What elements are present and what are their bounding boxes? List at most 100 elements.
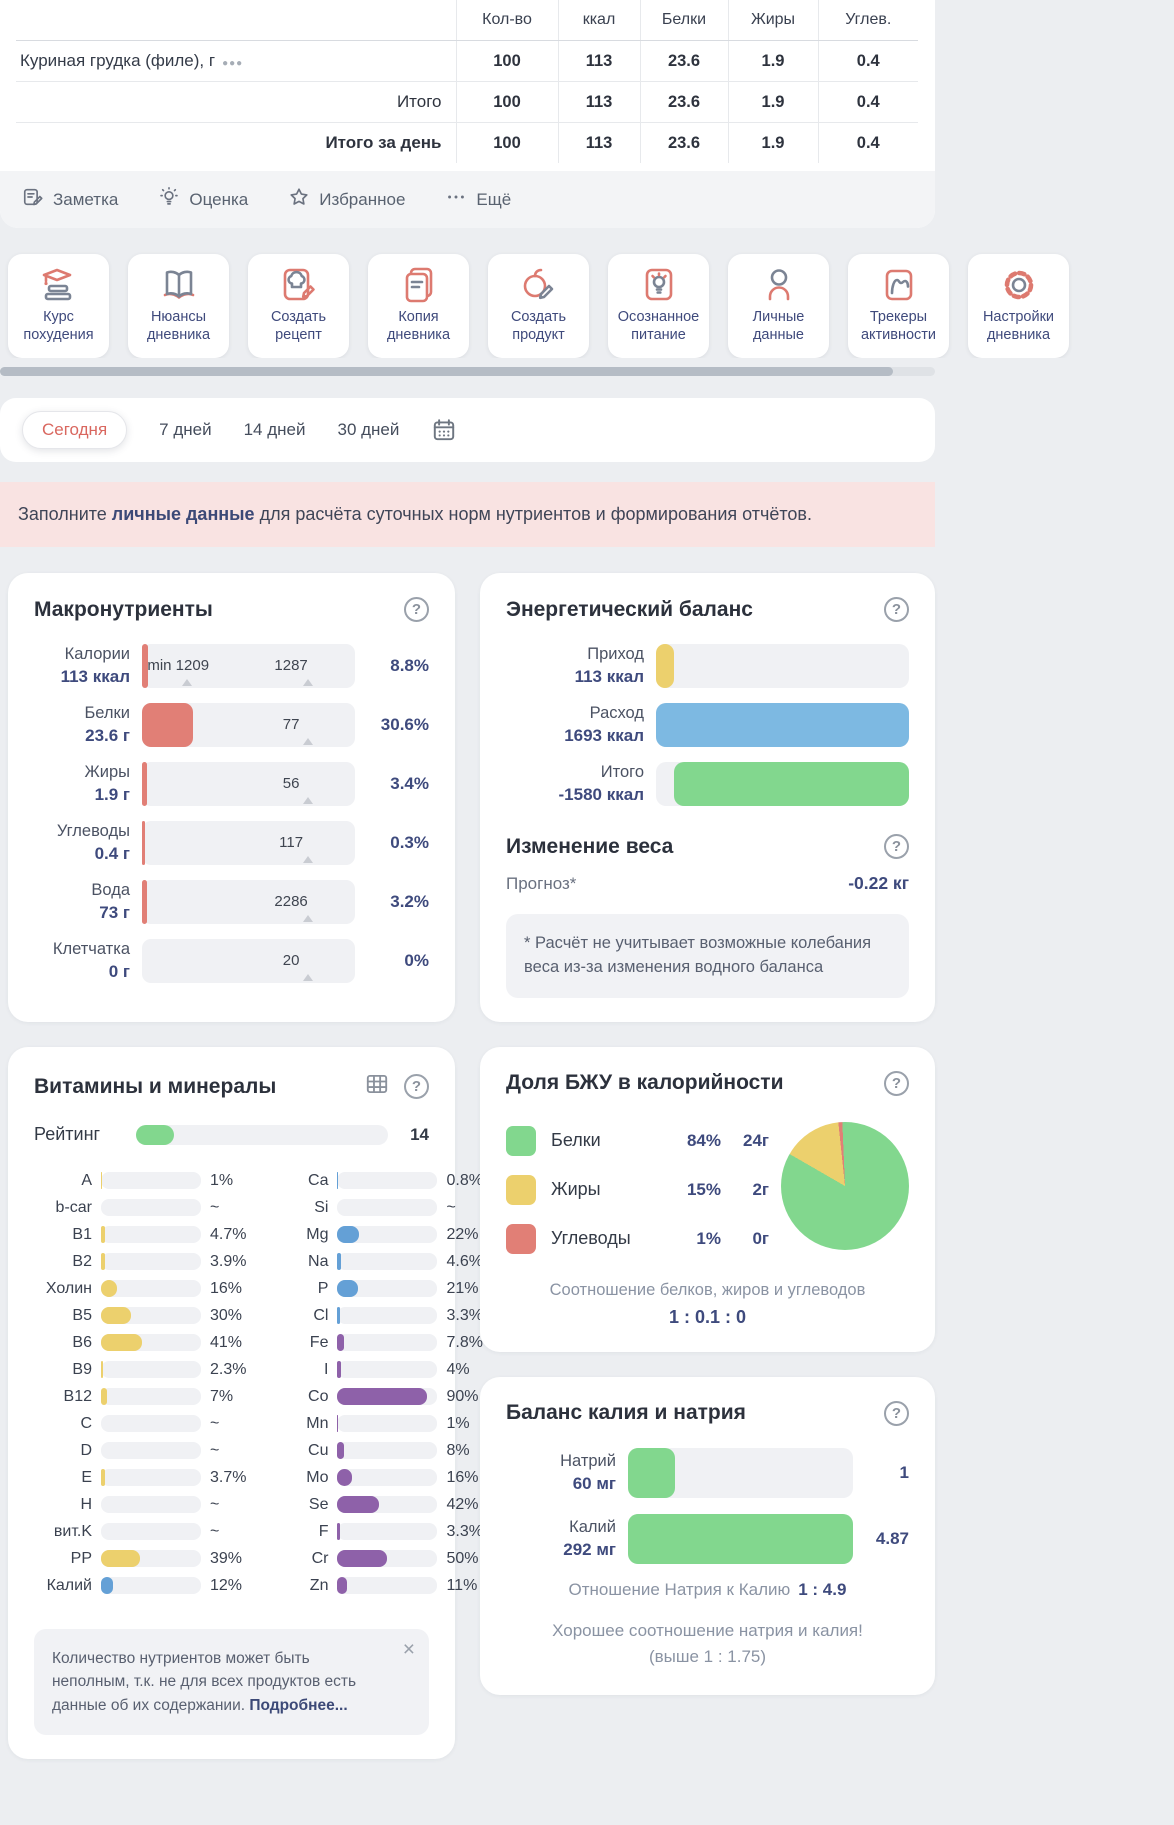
nutrients-notice: Количество нутриентов может быть неполны… — [34, 1629, 429, 1735]
rate-button[interactable]: Оценка — [158, 186, 248, 213]
more-details-link[interactable]: Подробнее... — [249, 1696, 348, 1714]
energy-value: 1693 ккал — [564, 725, 644, 745]
mineral-row: Ca 0.8% — [270, 1167, 483, 1194]
more-options-icon[interactable]: ●●● — [222, 58, 244, 69]
rating-row: Рейтинг 14 — [34, 1124, 429, 1145]
food-row: Куриная грудка (филе), г ●●● 100 113 23.6… — [16, 40, 918, 82]
menu-card-personal-data[interactable]: Личные данные — [728, 254, 829, 358]
mineral-row: Na 4.6% — [270, 1248, 483, 1275]
energy-name: Расход — [589, 704, 644, 723]
menu-card-diary-nuances[interactable]: Нюансы дневника — [128, 254, 229, 358]
bju-ratio-value: 1 : 0.1 : 0 — [668, 1306, 747, 1327]
vitamin-bar — [101, 1469, 201, 1486]
vitamin-name: B1 — [72, 1225, 92, 1243]
mineral-name: F — [318, 1522, 329, 1540]
tab-14-days[interactable]: 14 дней — [243, 420, 306, 439]
mineral-row: F 3.3% — [270, 1518, 483, 1545]
weight-change-title: Изменение веса — [506, 834, 674, 858]
menu-card-diary-settings[interactable]: Настройки дневника — [968, 254, 1069, 358]
star-icon — [288, 186, 310, 213]
vitamin-percent: ~ — [210, 1495, 220, 1513]
total-row: Итого 100 113 23.6 1.9 0.4 — [16, 81, 918, 123]
mineral-balance-amount: 60 мг — [572, 1473, 616, 1493]
vitamin-bar-fill — [101, 1172, 103, 1189]
sodium-potassium-rows: Натрий 60 мг 1 Калий 292 мг 4.87 — [506, 1447, 909, 1564]
day-total-carbs: 0.4 — [817, 122, 918, 163]
tab-7-days[interactable]: 7 дней — [159, 420, 212, 439]
vitamin-bar — [101, 1334, 201, 1351]
mineral-row: Se 42% — [270, 1491, 482, 1518]
vitamin-row: C ~ — [34, 1410, 246, 1437]
menu-card-weight-course[interactable]: Курс похудения — [8, 254, 109, 358]
mineral-row: Cr 50% — [270, 1545, 482, 1572]
mineral-bar — [337, 1307, 438, 1324]
menu-scrollbar[interactable] — [0, 367, 935, 376]
note-button[interactable]: Заметка — [22, 186, 118, 213]
mineral-percent: 90% — [446, 1387, 479, 1405]
macro-row: Клетчатка 0 г 20 0% — [34, 939, 429, 983]
more-button[interactable]: Ещё — [445, 186, 511, 213]
vitamin-percent: 7% — [210, 1387, 234, 1405]
food-name-link[interactable]: Куриная грудка (филе), г — [20, 51, 216, 70]
help-icon[interactable]: ? — [884, 597, 909, 622]
rating-value: 14 — [410, 1124, 429, 1144]
mineral-name: Cr — [311, 1549, 329, 1567]
mineral-percent: 16% — [446, 1468, 479, 1486]
tab-30-days[interactable]: 30 дней — [337, 420, 400, 439]
macro-bar-fill — [142, 880, 148, 924]
menu-scrollbar-thumb[interactable] — [0, 367, 893, 376]
mineral-name: Zn — [309, 1576, 329, 1594]
menu-card-create-product[interactable]: Создать продукт — [488, 254, 589, 358]
mineral-name: Mo — [306, 1468, 329, 1486]
calendar-icon[interactable] — [431, 417, 457, 443]
vitamin-name: B2 — [72, 1252, 92, 1270]
menu-card-create-recipe[interactable]: Создать рецепт — [248, 254, 349, 358]
day-total-protein: 23.6 — [639, 122, 728, 163]
sodium-potassium-card: Баланс калия и натрия ? Натрий 60 мг 1 Ка… — [480, 1376, 935, 1695]
macro-name: Калории — [64, 645, 130, 664]
menu-card-activity-trackers[interactable]: Трекеры активности — [848, 254, 949, 358]
close-icon[interactable]: × — [402, 1638, 415, 1661]
vitamin-bar — [101, 1442, 201, 1459]
macro-row: Вода 73 г 2286 3.2% — [34, 880, 429, 924]
ellipsis-icon — [445, 186, 467, 213]
macro-bar-fill — [142, 821, 145, 865]
bju-title: Доля БЖУ в калорийности — [506, 1071, 784, 1095]
legend-label: Белки — [551, 1130, 601, 1151]
menu-card-mindful-eating[interactable]: Осознанное питание — [608, 254, 709, 358]
day-total-row: Итого за день 100 113 23.6 1.9 0.4 — [16, 122, 918, 163]
table-view-icon[interactable] — [364, 1071, 390, 1102]
mineral-percent: 21% — [446, 1279, 479, 1297]
macro-name: Углеводы — [56, 822, 130, 841]
help-icon[interactable]: ? — [884, 1400, 909, 1426]
vitamin-bar-fill — [101, 1577, 113, 1594]
food-table-corner — [16, 0, 456, 41]
mineral-balance-amount: 292 мг — [563, 1539, 616, 1559]
energy-name: Итого — [600, 763, 644, 782]
product-icon — [517, 263, 561, 307]
help-icon[interactable]: ? — [404, 1074, 429, 1099]
mineral-percent: 0.8% — [446, 1171, 483, 1189]
macronutrients-card: Макронутриенты ? Калории 113 ккал min 120… — [8, 573, 455, 1022]
mineral-balance-ratio: 4.87 — [875, 1528, 909, 1548]
help-icon[interactable]: ? — [884, 1070, 909, 1096]
total-label: Итого — [16, 81, 456, 123]
macro-percent: 3.4% — [390, 774, 429, 793]
legend-percent: 84% — [686, 1130, 721, 1150]
macro-marker-min: 117 — [279, 833, 304, 851]
help-icon[interactable]: ? — [884, 834, 909, 859]
vitamin-percent: 3.7% — [210, 1468, 247, 1486]
favorite-button[interactable]: Избранное — [288, 186, 405, 213]
help-icon[interactable]: ? — [404, 597, 429, 622]
mineral-name: Ca — [308, 1171, 329, 1189]
energy-bar-fill — [656, 703, 909, 747]
menu-card-diary-copy[interactable]: Копия дневника — [368, 254, 469, 358]
vitamins-title: Витамины и минералы — [34, 1074, 277, 1098]
mineral-name: Na — [308, 1252, 329, 1270]
mineral-row: I 4% — [270, 1356, 482, 1383]
personal-data-link[interactable]: личные данные — [111, 504, 255, 524]
banner-text: Заполните — [18, 504, 112, 524]
mineral-bar-fill — [337, 1253, 342, 1270]
mineral-balance-bar-fill — [628, 1513, 853, 1564]
tab-today[interactable]: Сегодня — [22, 411, 128, 449]
